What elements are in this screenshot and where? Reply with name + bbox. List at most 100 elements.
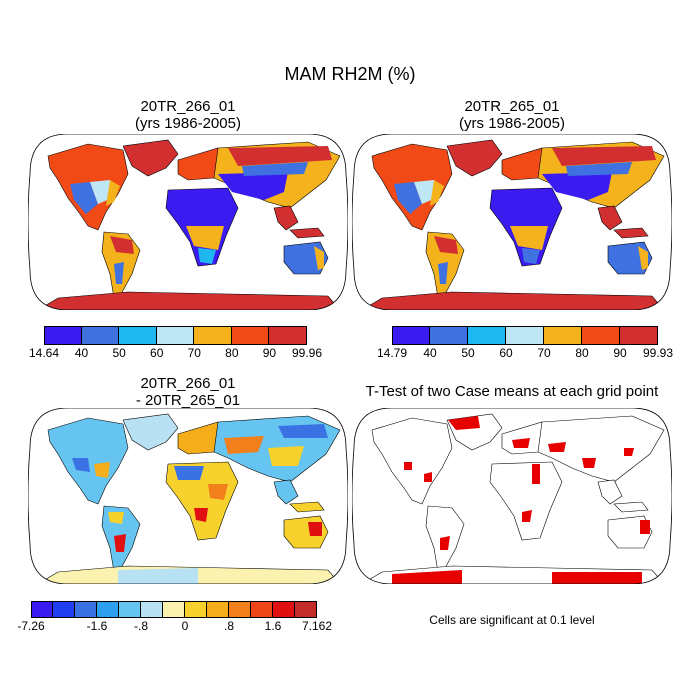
colorbar-swatch [44, 326, 82, 345]
africa-central [510, 226, 548, 250]
colorbar-swatch [295, 601, 317, 618]
colorbar-tick-label: 90 [262, 346, 277, 360]
sa-red [114, 534, 126, 552]
colorbar-swatch [468, 326, 506, 345]
na-east [106, 180, 120, 206]
greenland [446, 139, 503, 177]
colorbar-swatch [141, 601, 163, 618]
indonesia [613, 227, 649, 239]
sig-patch [424, 472, 432, 482]
colorbar-difference: -7.26 -1.6 -.8 0 .8 1.6 7.162 [17, 601, 332, 633]
na-central [90, 180, 112, 204]
panel-1-years: (yrs 1986-2005) [135, 115, 241, 132]
colorbar-tick-label: 7.162 [301, 619, 333, 633]
colorbar-swatch [231, 326, 270, 345]
indonesia [289, 501, 325, 513]
africa-south [522, 248, 540, 264]
colorbar-tick-label: 70 [537, 346, 551, 360]
asia-mid [242, 162, 308, 176]
colorbar-tick-label: -1.6 [86, 619, 108, 633]
colorbar-tick-label: 0 [181, 619, 189, 633]
asia-blue [278, 424, 328, 438]
australia-coast [638, 246, 648, 270]
colorbar-tick-label: 40 [74, 346, 89, 360]
figure-title: MAM RH2M (%) [284, 64, 416, 84]
significance-note: Cells are significant at 0.1 level [429, 613, 595, 627]
colorbar-tick-label: 80 [575, 346, 589, 360]
colorbar-swatch [97, 601, 119, 618]
sig-patch [624, 448, 634, 456]
colorbar-tick-label: 1.6 [264, 619, 282, 633]
southeast-asia [597, 479, 623, 505]
colorbar-swatch [81, 326, 120, 345]
colorbar-swatch [185, 601, 207, 618]
colorbar-swatch [53, 601, 75, 618]
na-central [414, 180, 436, 204]
sig-patch [512, 438, 530, 448]
colorbar-case-265: 14.79 40 50 60 70 80 90 99.93 [377, 326, 673, 360]
sig-patch [552, 572, 642, 584]
asia-north [228, 146, 332, 166]
significant-cells [392, 416, 650, 584]
colorbar-tick-label: 14.64 [28, 346, 60, 360]
africa-orange [208, 484, 228, 500]
map-significance [352, 408, 672, 584]
colorbar-tick-label: 99.96 [291, 346, 323, 360]
na-dry-west [394, 182, 422, 214]
colorbar-tick-label: 80 [225, 346, 239, 360]
map-difference [28, 408, 348, 584]
southeast-asia [273, 479, 299, 505]
colorbar-tick-label: .8 [223, 619, 235, 633]
panel-3-case-b: - 20TR_265_01 [135, 392, 241, 409]
panel-2-years: (yrs 1986-2005) [459, 115, 565, 132]
sa-yellow [108, 512, 124, 524]
na-patch-1 [72, 458, 90, 472]
africa-south [198, 248, 216, 264]
colorbar-tick-label: 90 [613, 346, 627, 360]
sig-patch [392, 570, 462, 584]
southeast-asia [597, 205, 623, 231]
colorbar-swatch [207, 601, 229, 618]
indonesia [613, 501, 649, 513]
africa-blue [174, 466, 204, 480]
panel-4-title: T-Test of two Case means at each grid po… [365, 383, 659, 400]
sig-patch [640, 520, 650, 534]
panel-1-case: 20TR_266_01 [140, 98, 236, 115]
globe-outline [28, 408, 348, 584]
sa-dry [114, 262, 124, 284]
sig-patch [548, 442, 566, 452]
colorbar-swatch [430, 326, 468, 345]
colorbar-swatch [544, 326, 582, 345]
asia-mid [566, 162, 632, 176]
globe-outline [352, 408, 672, 584]
colorbar-tick-label: 50 [112, 346, 126, 360]
colorbar-swatch [392, 326, 430, 345]
north-america [371, 417, 453, 505]
sa-dry [438, 262, 448, 284]
indonesia [289, 227, 325, 239]
na-east [430, 180, 444, 206]
colorbar-swatch [273, 601, 295, 618]
sig-patch [522, 510, 532, 522]
colorbar-swatch [156, 326, 195, 345]
asia-north [552, 146, 656, 166]
australia-coast [314, 246, 324, 270]
colorbar-swatch [620, 326, 658, 345]
sig-patch [404, 462, 412, 470]
asia-orange [224, 436, 264, 454]
colorbar-swatch [582, 326, 620, 345]
sig-patch [532, 464, 540, 484]
colorbar-swatch [119, 601, 141, 618]
colorbar-tick-label: 14.79 [376, 346, 408, 360]
colorbar-tick-label: 99.93 [642, 346, 674, 360]
colorbar-tick-label: 60 [150, 346, 164, 360]
colorbar-swatch [31, 601, 53, 618]
africa-red [194, 508, 208, 522]
globe-outline [28, 134, 348, 310]
antarctica [36, 291, 341, 310]
colorbar-tick-label: -7.26 [17, 619, 45, 633]
na-dry-west [70, 182, 98, 214]
sig-patch [448, 416, 480, 430]
asia-central-dry [218, 172, 288, 200]
asia-yellow [268, 446, 304, 466]
